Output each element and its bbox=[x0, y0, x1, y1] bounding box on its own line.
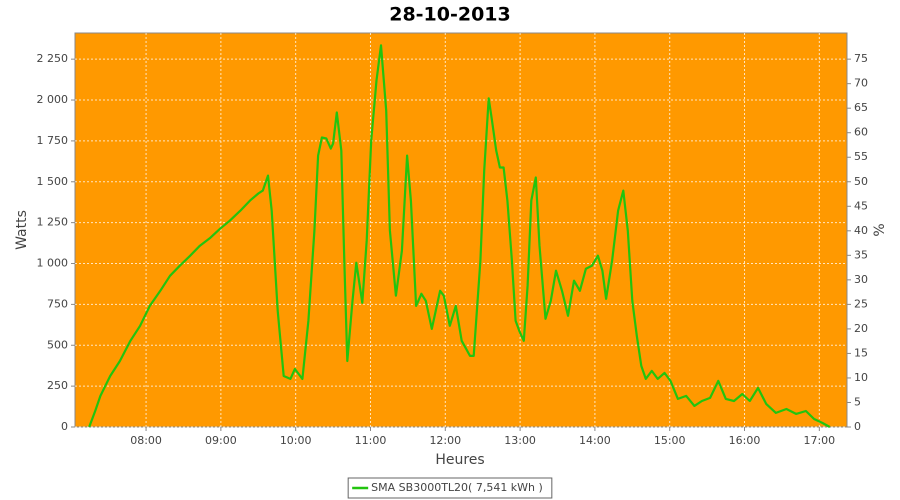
y2-tick-label: 10 bbox=[854, 371, 868, 384]
x-tick-label: 16:00 bbox=[729, 434, 761, 447]
y2-tick-label: 75 bbox=[854, 52, 868, 65]
y-tick-label: 0 bbox=[61, 420, 68, 433]
legend-box bbox=[347, 477, 553, 499]
y2-tick-label: 70 bbox=[854, 77, 868, 90]
x-tick-label: 14:00 bbox=[579, 434, 611, 447]
y2-tick-label: 20 bbox=[854, 322, 868, 335]
y2-tick-label: 15 bbox=[854, 346, 868, 359]
y2-tick-label: 0 bbox=[854, 420, 861, 433]
y2-tick-label: 35 bbox=[854, 248, 868, 261]
y2-tick-label: 30 bbox=[854, 273, 868, 286]
y2-axis-label: % bbox=[872, 223, 888, 236]
legend: SMA SB3000TL20( 7,541 kWh ) bbox=[347, 477, 553, 499]
x-tick-label: 11:00 bbox=[355, 434, 387, 447]
x-tick-label: 09:00 bbox=[205, 434, 237, 447]
y2-tick-label: 45 bbox=[854, 199, 868, 212]
y-tick-label: 2 000 bbox=[37, 93, 69, 106]
y2-tick-label: 5 bbox=[854, 395, 861, 408]
y2-tick-label: 25 bbox=[854, 297, 868, 310]
x-tick-label: 10:00 bbox=[280, 434, 312, 447]
x-tick-label: 12:00 bbox=[429, 434, 461, 447]
y-axis-label: Watts bbox=[14, 210, 30, 250]
chart-title: 28-10-2013 bbox=[389, 4, 511, 26]
x-tick-label: 17:00 bbox=[803, 434, 835, 447]
y-tick-label: 500 bbox=[47, 338, 68, 351]
y-tick-label: 1 000 bbox=[37, 257, 69, 270]
legend-label: SMA SB3000TL20( 7,541 kWh ) bbox=[371, 481, 543, 494]
x-tick-label: 13:00 bbox=[504, 434, 536, 447]
y2-tick-label: 65 bbox=[854, 101, 868, 114]
y-tick-label: 1 500 bbox=[37, 175, 69, 188]
y-tick-label: 2 250 bbox=[37, 52, 69, 65]
data-line bbox=[88, 44, 831, 428]
x-tick-label: 08:00 bbox=[130, 434, 162, 447]
y2-tick-label: 55 bbox=[854, 150, 868, 163]
y-tick-label: 250 bbox=[47, 379, 68, 392]
y2-tick-label: 50 bbox=[854, 175, 868, 188]
plot-area bbox=[74, 32, 848, 428]
y-tick-label: 1 250 bbox=[37, 216, 69, 229]
y-tick-label: 1 750 bbox=[37, 134, 69, 147]
y2-tick-label: 40 bbox=[854, 224, 868, 237]
y2-tick-label: 60 bbox=[854, 126, 868, 139]
y-tick-label: 750 bbox=[47, 297, 68, 310]
x-tick-label: 15:00 bbox=[654, 434, 686, 447]
x-axis-label: Heures bbox=[435, 452, 484, 468]
